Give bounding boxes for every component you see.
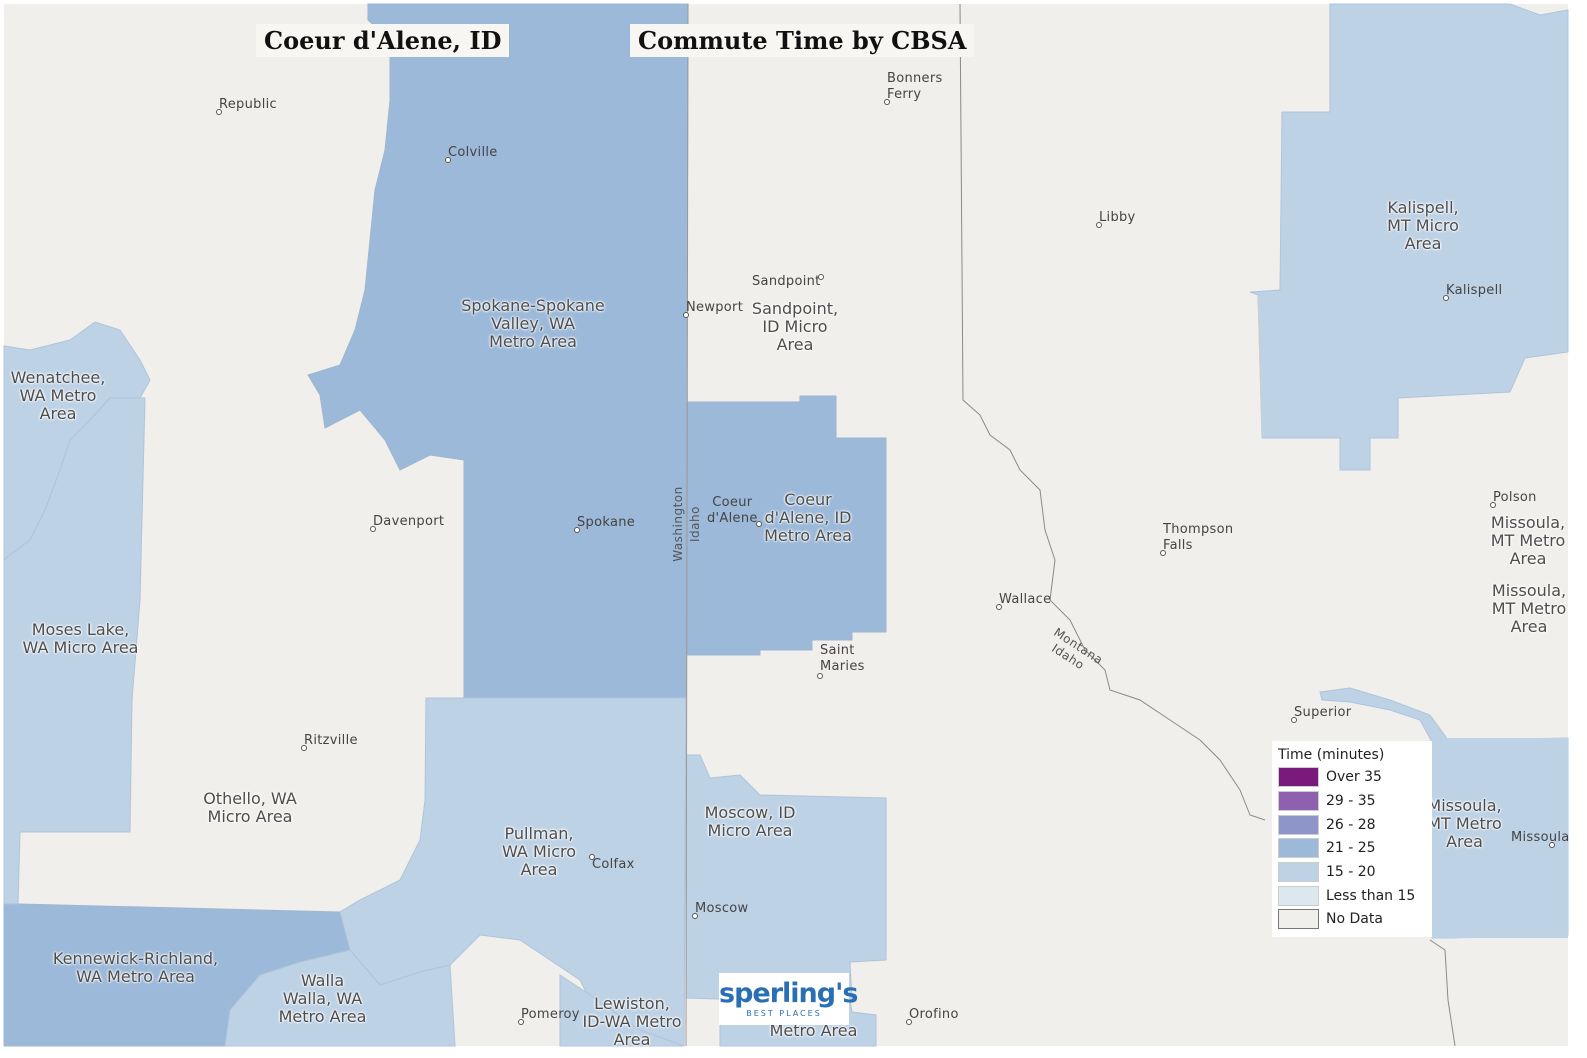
town-coeur-dalene: Coeur d'Alene (707, 495, 762, 527)
region-label-missoula-1: Missoula, MT Metro Area (1490, 513, 1566, 568)
state-label-idaho-west: Idaho (687, 506, 702, 542)
state-border-id-mt (959, 3, 1266, 821)
region-label-coeur-dalene: Coeur d'Alene, ID Metro Area (764, 490, 852, 545)
region-label-pullman: Pullman, WA Micro Area (501, 824, 577, 879)
region-label-lewiston: Lewiston, ID-WA Metro Area (582, 994, 682, 1049)
legend-swatch (1278, 767, 1319, 787)
town-orofino: Orofino (906, 1007, 959, 1025)
legend-swatch (1278, 815, 1319, 835)
town-bonners-ferry: Bonners Ferry (884, 71, 943, 105)
town-superior: Superior (1291, 705, 1351, 723)
border-south-id (1429, 939, 1456, 1047)
region-label-lewiston-metro: Metro Area (769, 1021, 858, 1040)
town-ritzville: Ritzville (301, 733, 358, 751)
legend-title: Time (minutes) (1278, 747, 1385, 763)
map-title-location: Coeur d'Alene, ID (256, 24, 510, 57)
town-colville: Colville (445, 145, 498, 163)
map-title-subject: Commute Time by CBSA (630, 24, 975, 57)
town-republic: Republic (216, 97, 277, 115)
town-missoula: Missoula (1511, 830, 1570, 848)
legend-label: 21 - 25 (1326, 840, 1376, 856)
region-label-sandpoint: Sandpoint, ID Micro Area (751, 299, 839, 354)
region-moses-lake (3, 397, 146, 905)
town-pomeroy: Pomeroy (518, 1007, 580, 1025)
legend-label: No Data (1326, 911, 1383, 927)
region-label-missoula-2: Missoula, MT Metro Area (1491, 581, 1567, 636)
town-libby: Libby (1096, 210, 1136, 228)
legend-label: 15 - 20 (1326, 864, 1376, 880)
region-lewiston (559, 974, 685, 1047)
logo-sub-text: BEST PLACES (746, 1009, 822, 1018)
town-newport: Newport (683, 300, 743, 318)
town-thompson-falls: Thompson Falls (1160, 522, 1233, 556)
region-label-spokane: Spokane-Spokane Valley, WA Metro Area (461, 296, 605, 351)
legend-swatch (1278, 886, 1319, 906)
region-kalispell (1249, 3, 1569, 471)
town-colfax: Colfax (589, 854, 635, 873)
region-label-wenatchee: Wenatchee, WA Metro Area (10, 368, 106, 423)
town-kalispell: Kalispell (1443, 283, 1502, 301)
region-label-moses-lake: Moses Lake, WA Micro Area (22, 620, 139, 657)
legend-swatch (1278, 909, 1319, 929)
logo-main-text: sperling's (719, 978, 858, 1009)
legend-swatch (1278, 862, 1319, 882)
legend: Time (minutes) Over 35 29 - 35 26 - 28 2… (1272, 741, 1432, 937)
region-walla-walla (224, 949, 456, 1047)
legend-label: 26 - 28 (1326, 817, 1376, 833)
region-label-moscow: Moscow, ID Micro Area (704, 803, 796, 840)
town-davenport: Davenport (370, 514, 444, 532)
town-wallace: Wallace (996, 592, 1051, 610)
town-saint-maries: Saint Maries (817, 643, 865, 679)
region-label-kennewick: Kennewick-Richland, WA Metro Area (52, 949, 219, 986)
town-sandpoint: Sandpoint (752, 274, 824, 290)
region-label-missoula-3: Missoula, MT Metro Area (1427, 796, 1502, 851)
region-label-kalispell: Kalispell, MT Micro Area (1387, 198, 1459, 253)
sperlings-logo[interactable]: sperling's BEST PLACES (719, 973, 858, 1025)
state-border-wa-id (685, 3, 689, 1047)
state-label-washington: Washington (670, 486, 685, 562)
town-polson: Polson (1490, 490, 1537, 508)
legend-label: Less than 15 (1326, 888, 1416, 904)
legend-swatch (1278, 838, 1319, 858)
town-spokane: Spokane (574, 515, 635, 533)
region-coeur-dalene (685, 395, 887, 656)
town-moscow: Moscow (692, 901, 748, 919)
region-label-walla-walla: Walla Walla, WA Metro Area (278, 971, 367, 1026)
legend-label: 29 - 35 (1326, 793, 1376, 809)
legend-swatch (1278, 791, 1319, 811)
legend-label: Over 35 (1326, 769, 1382, 785)
region-spokane (307, 3, 689, 699)
border-north-shadow (1257, 294, 1263, 439)
region-missoula-east (1432, 738, 1568, 938)
region-label-othello: Othello, WA Micro Area (203, 789, 297, 826)
